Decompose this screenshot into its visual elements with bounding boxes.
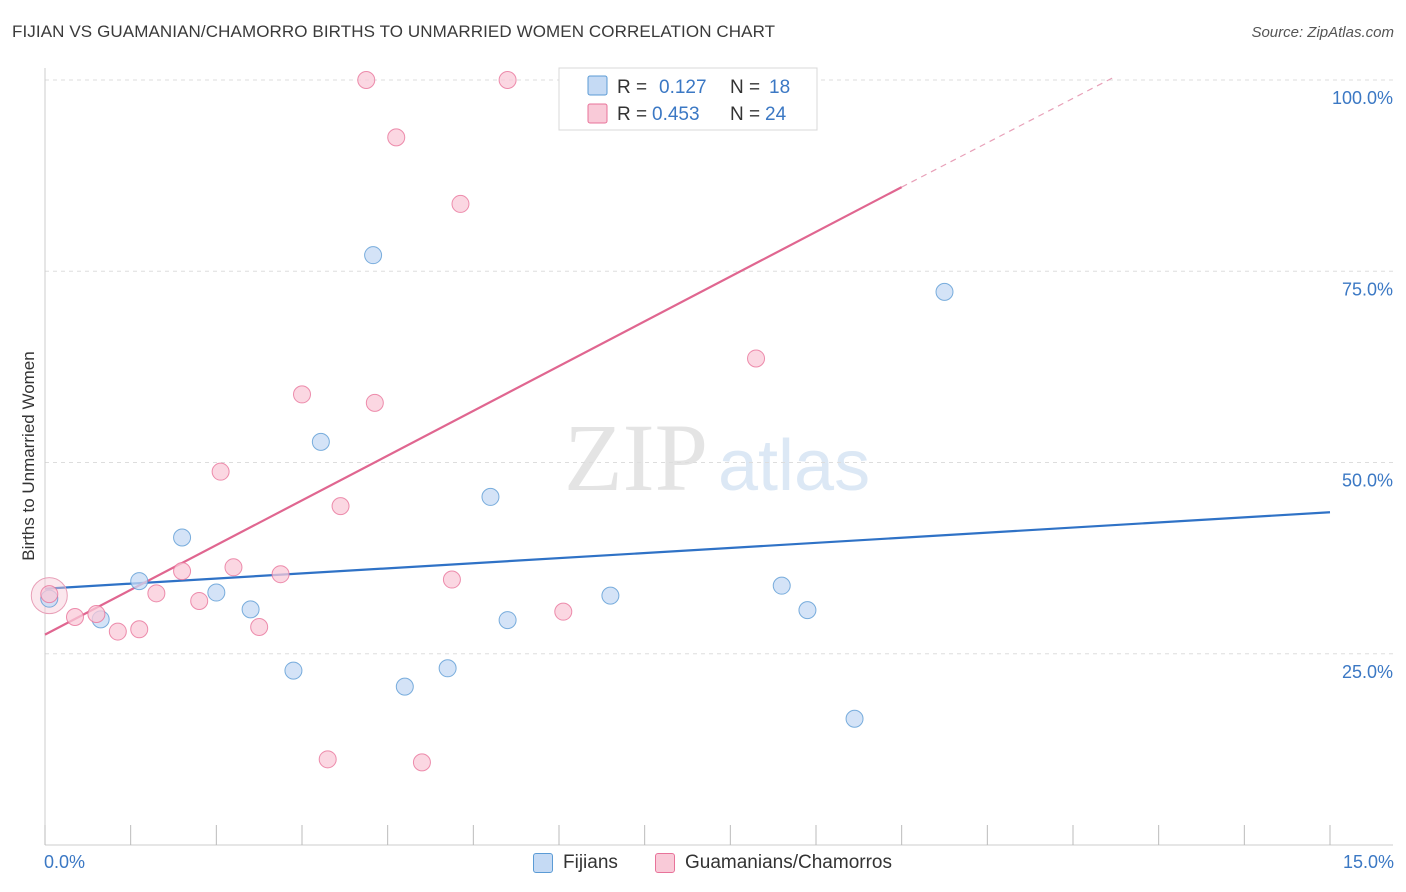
point-1-3 (108, 622, 127, 641)
data-points (30, 71, 954, 772)
point-1-23 (747, 349, 766, 368)
point-1-21 (498, 71, 517, 89)
point-0-7 (311, 432, 330, 451)
legend-item-guamanians[interactable]: Guamanians/Chamorros (655, 852, 892, 874)
point-1-14 (331, 497, 350, 516)
legend-r-label-fijians: R = (617, 77, 652, 98)
legend-r-label-guamanians: R = (617, 104, 652, 125)
point-1-6 (173, 562, 192, 581)
legend-label-fijians: Fijians (563, 852, 618, 873)
y-tick-label-2: 75.0% (1342, 279, 1393, 299)
point-1-11 (271, 565, 290, 584)
chart-title: FIJIAN VS GUAMANIAN/CHAMORRO BIRTHS TO U… (12, 22, 776, 41)
legend-n-value-guamanians: 24 (765, 104, 787, 125)
point-1-18 (412, 753, 431, 772)
point-1-17 (387, 128, 406, 147)
axes (44, 68, 1393, 846)
y-tick-labels: 25.0% 50.0% 75.0% 100.0% (1332, 88, 1393, 682)
legend-swatch-fijians (587, 75, 608, 96)
point-1-5 (147, 584, 166, 603)
y-tick-label-3: 100.0% (1332, 88, 1393, 108)
point-0-4 (207, 583, 226, 602)
trend-line-1 (44, 186, 903, 636)
point-0-10 (438, 659, 457, 678)
point-1-9 (224, 558, 243, 577)
point-0-2 (130, 572, 149, 591)
x-tick-label-min: 0.0% (44, 852, 86, 872)
series-legend: Fijians Guamanians/Chamorros (0, 850, 1406, 880)
point-0-11 (481, 487, 500, 506)
point-0-17 (935, 282, 954, 301)
point-0-3 (173, 528, 192, 547)
legend-item-fijians[interactable]: Fijians (533, 852, 618, 874)
legend-label-guamanians: Guamanians/Chamorros (685, 852, 892, 873)
legend-swatch-fijians-bottom (533, 853, 553, 873)
trend-line-dashed-1 (901, 75, 1117, 188)
point-0-6 (284, 661, 303, 680)
watermark-zip: ZIP (564, 404, 708, 511)
legend-n-value-fijians: 18 (769, 77, 790, 98)
x-tick-label-max: 15.0% (1342, 852, 1394, 872)
legend-r-value-guamanians: 0.453 (652, 104, 700, 125)
legend-swatch-guamanians (587, 103, 608, 124)
point-1-8 (211, 462, 230, 481)
trend-lines (44, 75, 1331, 636)
point-1-4 (130, 620, 149, 639)
legend-n-label-fijians: N = (730, 77, 765, 98)
point-0-15 (798, 601, 817, 620)
point-1-12 (293, 385, 311, 404)
point-1-0 (40, 585, 59, 604)
point-0-9 (395, 677, 414, 696)
grid-lines (45, 79, 1393, 655)
watermark-atlas: atlas (718, 426, 870, 506)
point-1-1 (65, 608, 84, 627)
point-1-10 (250, 617, 269, 636)
point-1-15 (357, 71, 376, 89)
point-1-7 (190, 591, 209, 610)
point-1-16 (365, 393, 384, 412)
point-1-19 (442, 570, 461, 589)
y-tick-label-0: 25.0% (1342, 662, 1393, 682)
point-1-22 (554, 602, 573, 621)
point-0-16 (845, 709, 864, 728)
point-1-20 (451, 194, 470, 213)
source-label: Source: ZipAtlas.com (1251, 24, 1394, 41)
trend-line-0 (44, 511, 1331, 590)
point-0-14 (772, 576, 791, 595)
stats-legend: R = 0.127 N = 18 R = 0.453 N = 24 (558, 67, 818, 131)
y-tick-label-1: 50.0% (1342, 471, 1393, 491)
point-1-2 (87, 604, 106, 623)
y-axis-label: Births to Unmarried Women (19, 351, 38, 560)
point-1-13 (318, 750, 337, 769)
legend-r-value-fijians: 0.127 (659, 77, 707, 98)
point-0-13 (601, 586, 620, 605)
point-0-5 (241, 600, 260, 619)
legend-swatch-guamanians-bottom (655, 853, 675, 873)
point-0-12 (498, 611, 517, 630)
legend-n-label-guamanians: N = (730, 104, 765, 125)
point-0-8 (364, 246, 383, 265)
